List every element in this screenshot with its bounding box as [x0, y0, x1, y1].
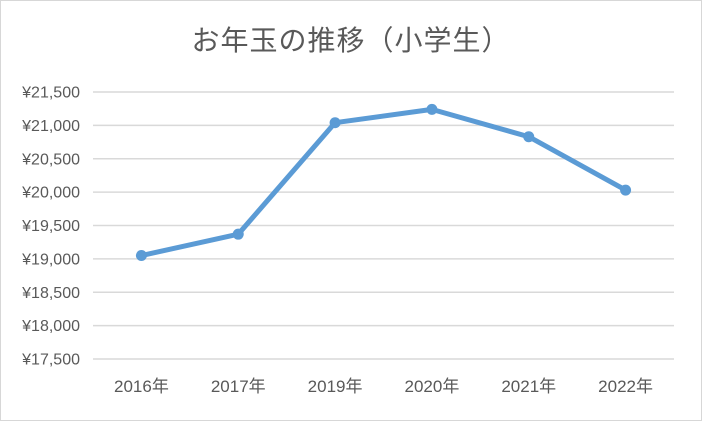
data-point-marker	[329, 117, 341, 129]
y-axis-tick-label: ¥18,500	[21, 285, 80, 302]
x-axis-tick-label: 2022年	[598, 377, 653, 396]
y-axis-tick-label: ¥20,000	[21, 185, 80, 202]
data-series-line	[138, 106, 629, 259]
y-axis-tick-label: ¥18,000	[21, 318, 80, 335]
data-point-marker	[523, 131, 535, 143]
x-axis-tick-label: 2020年	[405, 377, 460, 396]
y-axis-tick-label: ¥19,000	[21, 251, 80, 268]
y-axis-tick-label: ¥17,500	[21, 352, 80, 369]
y-axis-tick-label: ¥21,000	[21, 118, 80, 135]
y-axis-tick-label: ¥19,500	[21, 218, 80, 235]
x-axis-tick-label: 2019年	[308, 377, 363, 396]
y-axis-tick-label: ¥20,500	[21, 151, 80, 168]
x-axis-tick-label: 2016年	[114, 377, 169, 396]
x-axis-tick-label: 2021年	[501, 377, 556, 396]
data-point-marker	[426, 103, 438, 115]
data-point-marker	[232, 228, 244, 240]
data-point-marker	[620, 184, 632, 196]
x-axis-tick-label: 2017年	[211, 377, 266, 396]
y-axis-tick-label: ¥21,500	[21, 85, 80, 102]
chart-title: お年玉の推移（小学生）	[191, 25, 511, 56]
data-point-marker	[135, 250, 147, 262]
